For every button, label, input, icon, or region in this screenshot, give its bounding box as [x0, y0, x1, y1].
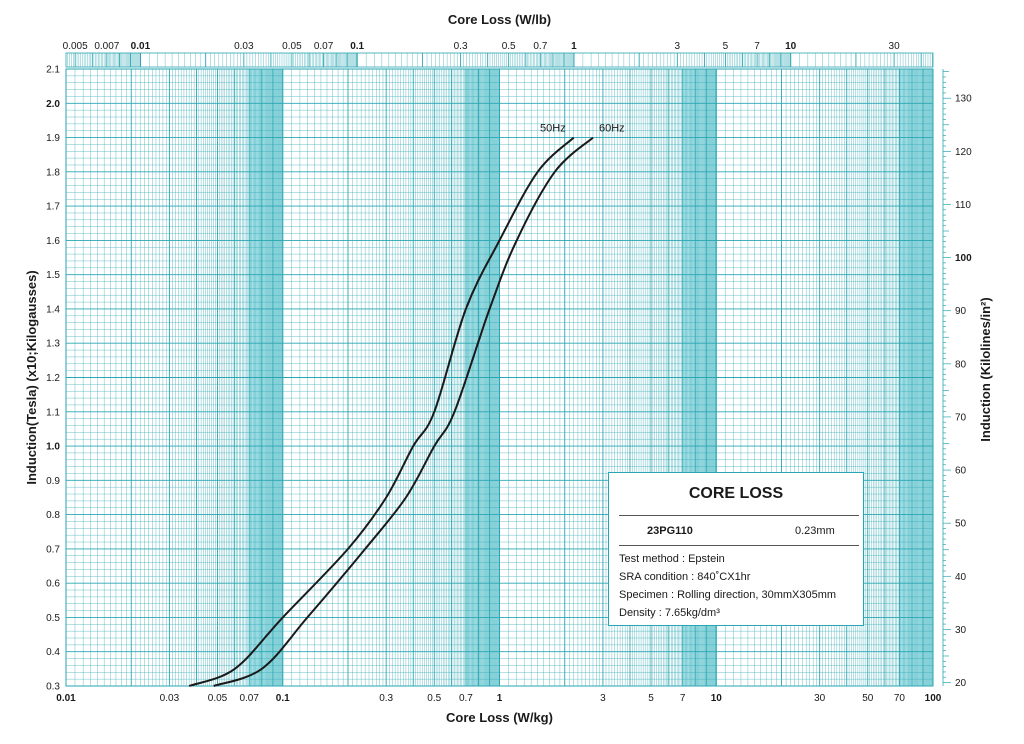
- y2-tick-label: 40: [955, 572, 967, 583]
- x2-tick-label: 0.05: [282, 41, 302, 52]
- x-tick-label: 5: [648, 693, 654, 704]
- x-tick-label: 100: [925, 693, 942, 704]
- y-tick-label: 1.3: [46, 339, 60, 350]
- y-tick-label: 1.5: [46, 270, 60, 281]
- y2-tick-label: 50: [955, 519, 967, 530]
- legend-title: CORE LOSS: [688, 485, 784, 502]
- legend-sra-condition: SRA condition : 840˚CX1hr: [619, 571, 751, 583]
- legend-density: Density : 7.65kg/dm³: [619, 607, 720, 619]
- x2-tick-label: 0.03: [234, 41, 254, 52]
- x2-tick-label: 1: [571, 41, 577, 52]
- series-label-60hz: 60Hz: [599, 123, 625, 135]
- x-tick-label: 70: [894, 693, 906, 704]
- axis-layer: [65, 52, 951, 687]
- y-tick-label: 1.1: [46, 407, 60, 418]
- x-tick-label: 0.07: [239, 693, 259, 704]
- y-tick-label: 0.3: [46, 682, 60, 693]
- x-tick-label: 10: [711, 693, 723, 704]
- legend-thickness: 0.23mm: [795, 525, 835, 537]
- y-tick-label: 0.5: [46, 613, 60, 624]
- y-tick-label: 0.9: [46, 476, 60, 487]
- x2-tick-label: 7: [754, 41, 760, 52]
- x2-axis-title: Core Loss (W/lb): [448, 12, 551, 27]
- x-tick-label: 0.03: [160, 693, 180, 704]
- y2-axis-title: Induction (Kilolines/in²): [978, 297, 993, 441]
- y2-tick-label: 100: [955, 253, 972, 264]
- y2-tick-label: 110: [955, 200, 971, 211]
- y-tick-label: 0.8: [46, 510, 60, 521]
- y2-tick-label: 130: [955, 94, 972, 105]
- x-tick-label: 0.7: [459, 693, 473, 704]
- series-layer: [188, 136, 594, 687]
- x-tick-label: 3: [600, 693, 606, 704]
- legend-divider: [619, 515, 859, 516]
- label-layer: 0.01 0.03 0.05 0.07 0.1 0.3 0.5 0.7 1 3 5 7 10 30 50 70…: [24, 12, 993, 725]
- x-tick-label: 0.05: [208, 693, 228, 704]
- y2-tick-label: 90: [955, 306, 967, 317]
- x-tick-label: 30: [814, 693, 826, 704]
- y-tick-label: 1.7: [46, 202, 60, 213]
- x-tick-label: 7: [680, 693, 686, 704]
- y-tick-label: 1.8: [46, 167, 60, 178]
- y2-tick-label: 80: [955, 359, 967, 370]
- x2-tick-label: 5: [723, 41, 729, 52]
- x2-tick-label: 0.07: [314, 41, 334, 52]
- x2-tick-label: 10: [785, 41, 797, 52]
- series-label-50hz: 50Hz: [540, 123, 566, 135]
- y-tick-label: 0.7: [46, 544, 60, 555]
- x2-tick-label: 0.005: [63, 41, 88, 52]
- x-tick-label: 50: [862, 693, 874, 704]
- y2-tick-label: 70: [955, 412, 967, 423]
- y-tick-label: 1.0: [46, 442, 60, 453]
- y-tick-label: 0.4: [46, 647, 60, 658]
- x2-tick-label: 0.1: [350, 41, 364, 52]
- series-line-50hz: [188, 136, 575, 687]
- y2-tick-label: 20: [955, 678, 967, 689]
- x2-tick-label: 0.007: [94, 41, 119, 52]
- y-tick-label: 1.6: [46, 236, 60, 247]
- x2-tick-label: 30: [889, 41, 901, 52]
- y-tick-label: 2.1: [46, 65, 60, 76]
- x-tick-label: 0.3: [379, 693, 393, 704]
- x2-tick-label: 0.7: [533, 41, 547, 52]
- x-tick-label: 1: [497, 693, 503, 704]
- x2-tick-label: 3: [675, 41, 681, 52]
- y-tick-label: 1.4: [46, 304, 60, 315]
- legend-specimen: Specimen : Rolling direction, 30mmX305mm: [619, 589, 837, 601]
- x-axis-title: Core Loss (W/kg): [446, 710, 553, 725]
- y-tick-label: 1.2: [46, 373, 60, 384]
- y2-tick-label: 30: [955, 625, 967, 636]
- legend-test-method: Test method : Epstein: [619, 553, 725, 565]
- legend-grade: 23PG110: [647, 525, 693, 537]
- plot-frame: [65, 68, 934, 687]
- y-tick-label: 2.0: [46, 99, 60, 110]
- legend-divider: [619, 545, 859, 546]
- x-tick-label: 0.01: [56, 693, 76, 704]
- x2-tick-label: 0.3: [454, 41, 468, 52]
- x-tick-label: 0.1: [276, 693, 290, 704]
- y2-tick-label: 120: [955, 147, 972, 158]
- x2-tick-label: 0.01: [131, 41, 151, 52]
- y-tick-label: 1.9: [46, 133, 60, 144]
- series-line-60hz: [213, 136, 594, 687]
- y-axis-title: Induction(Tesla) (x10;Kilogausses): [24, 270, 39, 484]
- y-tick-label: 0.6: [46, 579, 60, 590]
- top-axis-strip: [65, 52, 934, 68]
- x-tick-label: 0.5: [427, 693, 441, 704]
- x2-tick-label: 0.5: [502, 41, 516, 52]
- legend-box: CORE LOSS 23PG110 0.23mm Test method : E…: [608, 472, 864, 626]
- y2-tick-label: 60: [955, 466, 967, 477]
